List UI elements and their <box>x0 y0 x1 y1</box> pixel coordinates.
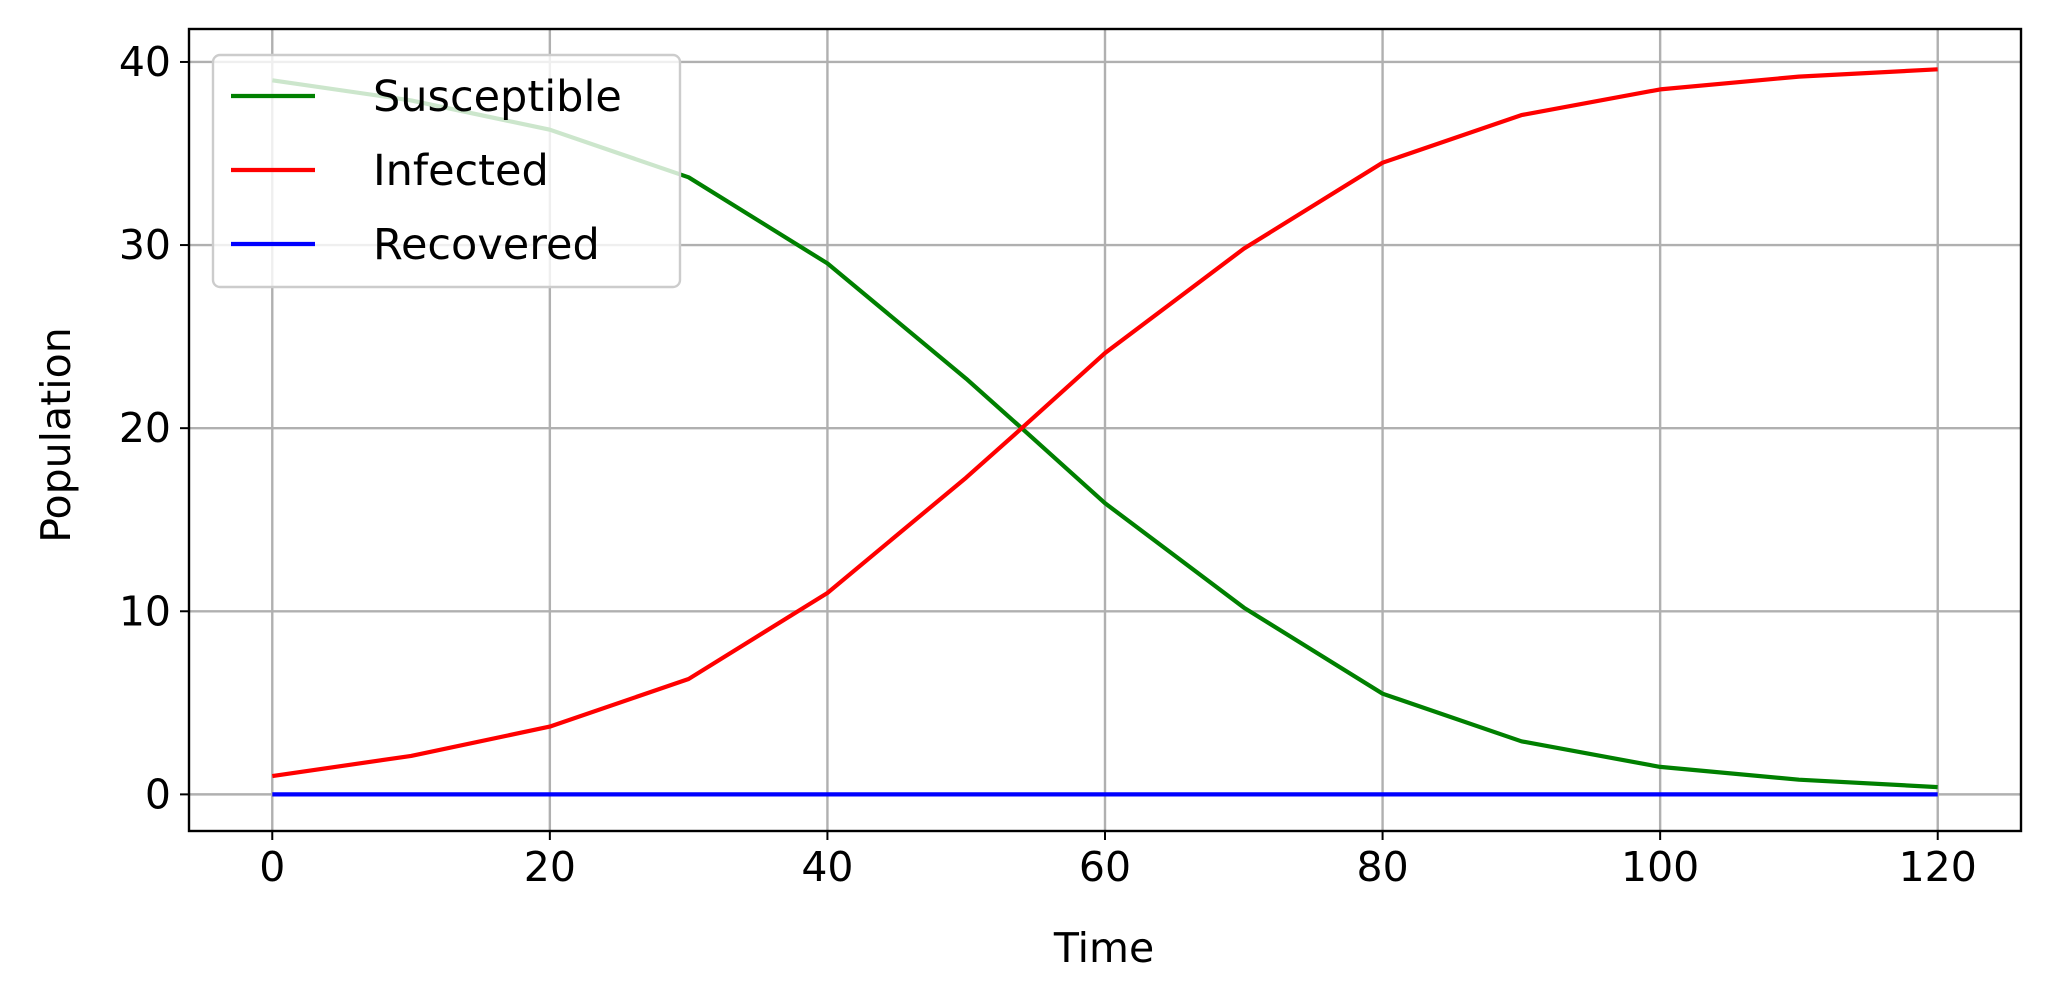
x-tick-label: 100 <box>1621 843 1699 891</box>
x-tick-label: 0 <box>259 843 285 891</box>
y-axis-ticks: 0 10 20 30 40 <box>119 38 189 818</box>
legend-label-infected: Infected <box>373 146 549 196</box>
y-tick-label: 20 <box>119 404 171 452</box>
y-tick-label: 30 <box>119 221 171 269</box>
y-tick-label: 0 <box>145 770 171 818</box>
legend-label-susceptible: Susceptible <box>373 72 622 122</box>
x-axis-ticks: 0 20 40 60 80 100 120 <box>259 831 1977 891</box>
x-tick-label: 120 <box>1899 843 1977 891</box>
legend-label-recovered: Recovered <box>373 220 600 270</box>
x-tick-label: 60 <box>1079 843 1131 891</box>
y-tick-label: 40 <box>119 38 171 86</box>
series-line-infected <box>271 67 1938 779</box>
y-tick-label: 10 <box>119 587 171 635</box>
legend-box <box>211 53 682 289</box>
x-tick-label: 80 <box>1356 843 1408 891</box>
legend: Susceptible Infected Recovered <box>211 53 682 289</box>
x-axis-label: Time <box>1053 924 1154 972</box>
y-axis-label: Population <box>32 327 80 542</box>
x-tick-label: 20 <box>524 843 576 891</box>
x-tick-label: 40 <box>801 843 853 891</box>
